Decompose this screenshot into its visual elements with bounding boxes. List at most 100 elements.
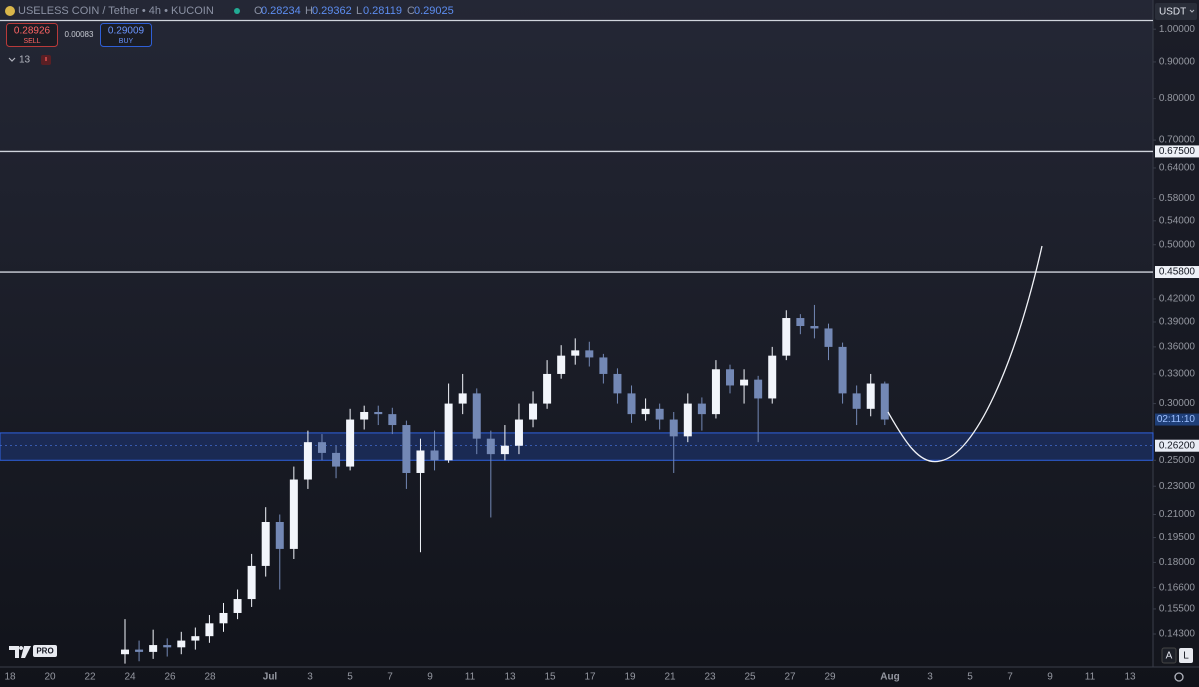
buy-button[interactable] xyxy=(100,23,152,47)
candle-body xyxy=(458,393,467,404)
indicators-toggle[interactable] xyxy=(8,57,16,62)
buy-label: BUY xyxy=(119,38,134,45)
y-tick-label: 1.00000 xyxy=(1159,24,1196,35)
zone-label-bg xyxy=(1155,439,1199,452)
candle-body xyxy=(768,355,777,399)
candle-body xyxy=(880,383,889,420)
ohlc-value: 0.29025 xyxy=(414,5,454,17)
auto-scale-button[interactable] xyxy=(1161,647,1177,664)
candle-body xyxy=(233,599,242,613)
candle-body xyxy=(135,649,144,652)
y-tick-label: 0.50000 xyxy=(1159,239,1196,250)
candle-body xyxy=(838,346,847,394)
ohlc-key: C xyxy=(407,5,415,17)
y-tick-label: 0.70000 xyxy=(1159,135,1196,146)
sell-price: 0.28926 xyxy=(14,26,51,37)
candle-body xyxy=(121,649,129,655)
x-tick-label: 20 xyxy=(44,672,56,683)
candle-body xyxy=(754,379,763,399)
support-zone xyxy=(0,432,1154,461)
candle-body xyxy=(317,442,326,453)
level-label: 0.67500 xyxy=(1159,146,1196,157)
candle-body xyxy=(332,452,341,467)
candle-body xyxy=(669,419,678,437)
candle-body xyxy=(275,521,284,549)
candle-body xyxy=(346,419,355,467)
candle-body xyxy=(571,350,580,356)
buy-price: 0.29009 xyxy=(108,26,145,37)
symbol-title: USELESS COIN / Tether • 4h • KUCOIN xyxy=(18,5,214,17)
x-tick-label: Aug xyxy=(880,672,899,683)
level-label-bg xyxy=(1155,266,1199,279)
x-tick-label: 5 xyxy=(967,672,973,683)
candle-body xyxy=(585,350,594,358)
candle-body xyxy=(261,521,270,566)
y-tick-label: 0.54000 xyxy=(1159,215,1196,226)
candle-body xyxy=(402,425,411,473)
candle-body xyxy=(289,479,298,549)
symbol-icon xyxy=(5,6,15,16)
candle-body xyxy=(500,445,509,455)
x-tick-label: 17 xyxy=(584,672,596,683)
currency-chevron xyxy=(1189,9,1195,13)
candle-body xyxy=(374,411,383,415)
candle-body xyxy=(613,373,622,394)
candle-body xyxy=(529,403,538,420)
y-tick-label: 0.18000 xyxy=(1159,557,1196,568)
candles xyxy=(121,304,889,664)
candle-body xyxy=(627,393,636,415)
zone-label: 0.26200 xyxy=(1159,440,1196,451)
candle-body xyxy=(149,645,158,652)
log-scale-button[interactable] xyxy=(1179,648,1193,663)
y-tick-label: 0.23000 xyxy=(1159,481,1196,492)
y-tick-label: 0.33000 xyxy=(1159,369,1196,380)
y-tick-label: 0.90000 xyxy=(1159,57,1196,68)
countdown-bg xyxy=(1155,413,1199,426)
x-tick-label: 23 xyxy=(704,672,716,683)
x-tick-label: 22 xyxy=(84,672,96,683)
logo-badge: PRO xyxy=(36,647,53,656)
status-dot xyxy=(234,8,240,14)
indicators-count: 13 xyxy=(19,55,31,66)
spread: 0.00083 xyxy=(65,30,94,39)
candle-body xyxy=(247,565,256,600)
sell-button[interactable] xyxy=(6,23,58,47)
y-tick-label: 0.14300 xyxy=(1159,629,1196,640)
x-tick-label: 11 xyxy=(1085,672,1096,683)
x-tick-label: 18 xyxy=(4,672,16,683)
x-tick-label: 26 xyxy=(164,672,176,683)
level-label-bg xyxy=(1155,145,1199,158)
candle-body xyxy=(472,393,481,439)
zone-layer xyxy=(0,432,1154,461)
y-tick-label: 0.25000 xyxy=(1159,455,1196,466)
y-tick-label: 0.21000 xyxy=(1159,509,1196,520)
x-tick-label: 24 xyxy=(124,672,136,683)
x-tick-label: 9 xyxy=(427,672,433,683)
ohlc-value: 0.28119 xyxy=(363,5,402,17)
x-tick-label: 13 xyxy=(504,672,516,683)
y-tick-label: 0.42000 xyxy=(1159,294,1196,305)
settings-icon[interactable] xyxy=(1174,672,1184,682)
ohlc-key: O xyxy=(254,5,263,17)
candle-body xyxy=(866,383,875,409)
log-scale-label: L xyxy=(1183,651,1189,662)
candle-body xyxy=(303,442,312,480)
ohlc-value: 0.28234 xyxy=(261,5,301,17)
x-tick-label: 3 xyxy=(927,672,933,683)
x-tick-label: 3 xyxy=(307,672,313,683)
x-tick-label: 13 xyxy=(1124,672,1136,683)
candle-body xyxy=(726,369,735,386)
candle-body xyxy=(163,645,172,648)
y-tick-label: 0.64000 xyxy=(1159,163,1196,174)
candle-body xyxy=(360,411,369,420)
x-tick-label: 9 xyxy=(1047,672,1053,683)
x-tick-label: 11 xyxy=(465,672,476,683)
ohlc-key: L xyxy=(356,5,362,17)
projection-curve xyxy=(887,245,1043,463)
currency-button[interactable] xyxy=(1155,3,1197,20)
y-tick-label: 0.58000 xyxy=(1159,193,1196,204)
candle-body xyxy=(430,450,439,461)
level-label: 0.45800 xyxy=(1159,267,1196,278)
